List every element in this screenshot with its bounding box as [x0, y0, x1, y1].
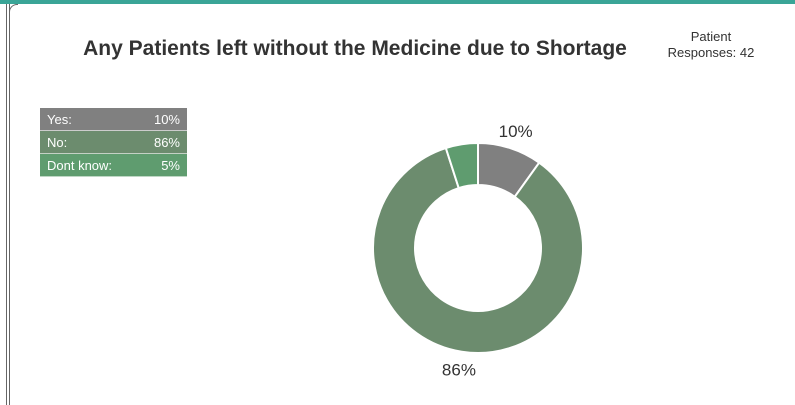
frame-corner [9, 4, 18, 13]
legend-label: No: [47, 134, 68, 150]
data-label-yes: 10% [499, 122, 533, 141]
chart-title: Any Patients left without the Medicine d… [83, 37, 627, 60]
patient-responses-count: Patient Responses: 42 [667, 29, 755, 60]
top-accent-strip [0, 0, 795, 4]
donut-slice-no [372, 146, 584, 354]
legend-item-dont-know: Dont know: 5% [40, 154, 187, 177]
legend-value: 5% [161, 157, 180, 173]
frame-border-inner [9, 4, 10, 405]
legend-label: Yes: [47, 111, 72, 127]
donut-slice-dont-know [444, 141, 479, 190]
legend-item-yes: Yes: 10% [40, 108, 187, 131]
data-label-no: 86% [442, 361, 476, 380]
legend-label: Dont know: [47, 157, 113, 173]
legend-value: 86% [153, 134, 180, 150]
legend-value: 10% [153, 111, 180, 127]
frame-border-outer [6, 4, 7, 405]
legend: Yes: 10% No: 86% Dont know: 5% [40, 108, 187, 177]
legend-item-no: No: 86% [40, 131, 187, 154]
